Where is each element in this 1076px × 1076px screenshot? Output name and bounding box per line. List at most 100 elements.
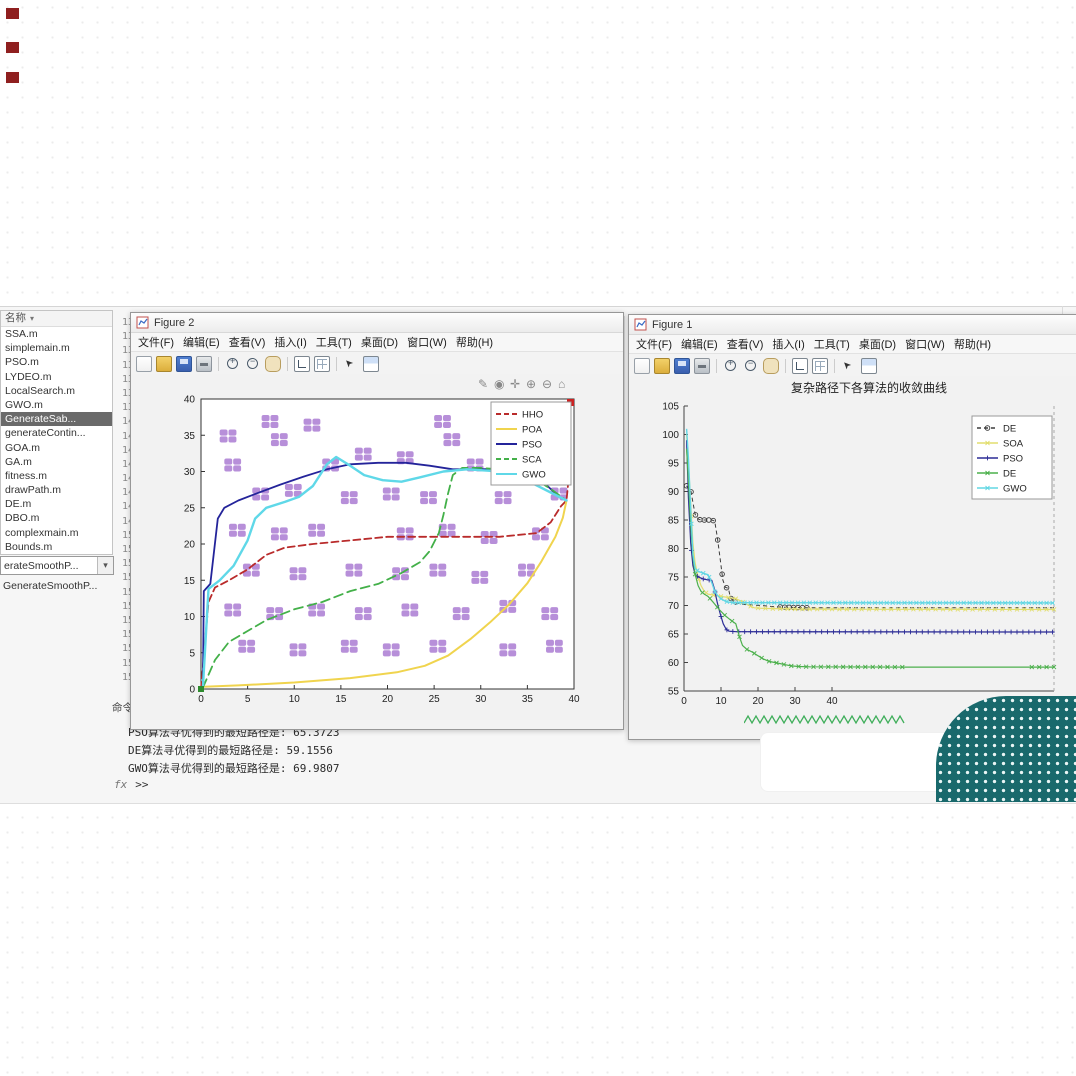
new-doc-icon[interactable] — [634, 358, 650, 374]
file-item[interactable]: fitness.m — [5, 469, 48, 482]
pan-icon[interactable] — [763, 358, 779, 374]
file-list: SSA.m simplemain.m PSO.m LYDEO.m LocalSearch… — [1, 327, 112, 554]
menu-item[interactable]: 查看(V) — [726, 339, 764, 351]
line-number: 15 — [121, 529, 134, 541]
decorative-shape — [936, 696, 1076, 802]
menu-item[interactable]: 查看(V) — [228, 337, 266, 349]
menu-item[interactable]: 插入(I) — [772, 339, 805, 351]
menu-item[interactable]: 工具(T) — [315, 337, 352, 349]
file-dropdown[interactable]: erateSmoothP... ▾ — [0, 556, 114, 575]
print-icon[interactable] — [196, 356, 212, 372]
pointer-icon[interactable] — [841, 358, 857, 374]
zoom-out-icon[interactable] — [245, 356, 261, 372]
file-item[interactable]: DBO.m — [5, 512, 40, 525]
svg-text:100: 100 — [662, 430, 679, 441]
save-icon[interactable] — [176, 356, 192, 372]
file-item[interactable]: PSO.m — [5, 356, 39, 369]
grid-box-icon[interactable] — [314, 356, 330, 372]
datatip-icon[interactable]: ◉ — [494, 377, 504, 391]
figure2-plot[interactable]: 0 5 10 15 20 25 30 35 40 0 5 10 15 20 25 30 35 40 ✎ ◉ ✛ ⊕ ⊖ ⌂ HH… — [131, 374, 623, 729]
chevron-down-icon[interactable]: ▾ — [97, 557, 113, 574]
file-item[interactable]: GOA.m — [5, 441, 41, 454]
line-number: 15 — [121, 614, 134, 626]
menu-item[interactable]: 帮助(H) — [455, 337, 494, 349]
svg-text:5: 5 — [189, 648, 195, 659]
menu-item[interactable]: 文件(F) — [636, 339, 673, 351]
brush-icon[interactable]: ✎ — [478, 377, 488, 391]
command-prompt[interactable]: >> — [135, 778, 149, 791]
file-item[interactable]: Bounds.m — [5, 540, 53, 553]
save-icon[interactable] — [674, 358, 690, 374]
menu-item[interactable]: 插入(I) — [274, 337, 307, 349]
svg-text:40: 40 — [826, 696, 838, 707]
figure1-plot[interactable]: 复杂路径下各算法的收敛曲线 55 60 65 70 75 80 85 90 95 100 105 0 10… — [629, 376, 1076, 739]
file-item[interactable]: drawPath.m — [5, 484, 62, 497]
grid-box-icon[interactable] — [812, 358, 828, 374]
svg-text:90: 90 — [668, 487, 680, 498]
file-item[interactable]: GenerateSmoothP... — [3, 580, 98, 592]
file-item[interactable]: GA.m — [5, 455, 32, 468]
pan-icon[interactable]: ✛ — [510, 377, 520, 391]
svg-text:60: 60 — [668, 658, 680, 669]
svg-text:DE: DE — [1003, 424, 1016, 435]
file-panel-header[interactable]: 名称 ▾ — [1, 311, 112, 327]
axes-box-icon[interactable] — [294, 356, 310, 372]
menu-item[interactable]: 桌面(D) — [858, 339, 897, 351]
zoom-in-icon[interactable] — [723, 358, 739, 374]
open-folder-icon[interactable] — [654, 358, 670, 374]
file-item[interactable]: LocalSearch.m — [5, 384, 76, 397]
svg-text:95: 95 — [668, 459, 680, 470]
figure2-titlebar[interactable]: Figure 2 — [131, 313, 623, 333]
file-item[interactable]: complexmain.m — [5, 526, 79, 539]
layout-icon[interactable] — [861, 358, 877, 374]
desktop-marker — [6, 42, 19, 53]
file-item[interactable]: SSA.m — [5, 328, 38, 340]
line-number: 13 — [121, 331, 134, 343]
print-icon[interactable] — [694, 358, 710, 374]
menu-item[interactable]: 编辑(E) — [183, 337, 220, 349]
svg-text:POA: POA — [522, 425, 543, 436]
layout-icon[interactable] — [363, 356, 379, 372]
menu-item[interactable]: 文件(F) — [138, 337, 175, 349]
menu-item[interactable]: 窗口(W) — [905, 339, 945, 351]
line-number: 15 — [121, 572, 134, 584]
axes-box-icon[interactable] — [792, 358, 808, 374]
poa-path — [202, 499, 568, 688]
figure1-titlebar[interactable]: Figure 1 — [629, 315, 1076, 335]
open-folder-icon[interactable] — [156, 356, 172, 372]
file-item[interactable]: LYDEO.m — [5, 370, 52, 383]
svg-text:0: 0 — [189, 685, 195, 696]
menu-item[interactable]: 工具(T) — [813, 339, 850, 351]
command-output-line: DE算法寻优得到的最短路径是: 59.1556 — [128, 744, 333, 757]
zoom-in-icon[interactable]: ⊕ — [526, 377, 536, 391]
line-number: 15 — [121, 544, 134, 555]
pointer-icon[interactable] — [343, 356, 359, 372]
file-item[interactable]: DE.m — [5, 498, 32, 511]
svg-text:105: 105 — [662, 402, 679, 413]
file-item[interactable]: GenerateSab... — [1, 412, 112, 427]
home-icon[interactable]: ⌂ — [558, 377, 565, 391]
file-item[interactable]: simplemain.m — [5, 342, 70, 355]
line-number: 14 — [121, 444, 134, 456]
command-prompt-row[interactable]: fx >> — [114, 778, 149, 791]
menu-item[interactable]: 桌面(D) — [360, 337, 399, 349]
line-number: 14 — [121, 430, 134, 442]
zoom-out-icon[interactable]: ⊖ — [542, 377, 552, 391]
toolbar-separator — [716, 359, 717, 373]
figure-icon — [634, 318, 647, 331]
svg-text:复杂路径下各算法的收敛曲线: 复杂路径下各算法的收敛曲线 — [791, 380, 947, 395]
zoom-in-icon[interactable] — [225, 356, 241, 372]
pan-icon[interactable] — [265, 356, 281, 372]
menu-item[interactable]: 窗口(W) — [407, 337, 447, 349]
toolbar-separator — [218, 357, 219, 371]
file-item[interactable]: generateContin... — [5, 427, 86, 440]
menu-item[interactable]: 编辑(E) — [681, 339, 718, 351]
file-item[interactable]: GWO.m — [5, 398, 43, 411]
zoom-out-icon[interactable] — [743, 358, 759, 374]
menu-item[interactable]: 帮助(H) — [953, 339, 992, 351]
new-doc-icon[interactable] — [136, 356, 152, 372]
svg-text:PSO: PSO — [522, 440, 542, 451]
line-number: 13 — [121, 402, 134, 414]
line-number: 14 — [121, 458, 134, 470]
